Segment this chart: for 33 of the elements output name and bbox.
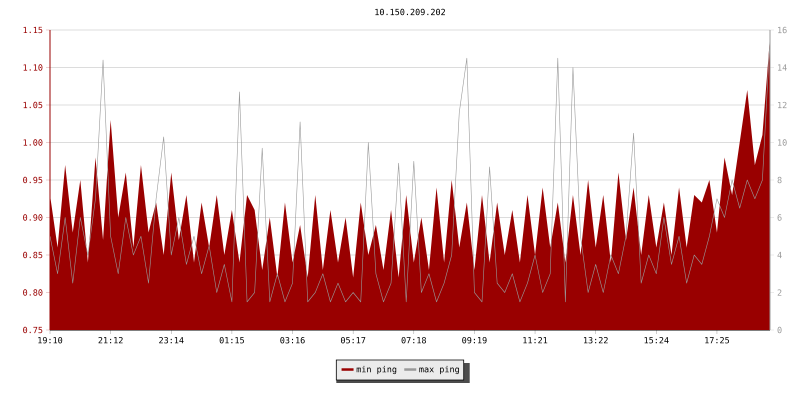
y-tick-label: 1.15	[24, 26, 42, 34]
x-tick-label: 13:22	[584, 337, 608, 344]
x-tick-label: 17:25	[705, 337, 730, 344]
y-tick-label: 1.05	[24, 102, 42, 108]
x-tick-label: 05:17	[340, 337, 366, 344]
x-tick-label: 19:10	[38, 337, 62, 344]
legend-label: max ping	[419, 366, 459, 374]
y2-tick-label: 2	[778, 289, 782, 296]
x-tick-label: 09:19	[462, 337, 487, 344]
y2-tick-label: 16	[778, 26, 787, 34]
y2-tick-label: 14	[778, 64, 787, 71]
y2-tick-label: 6	[778, 214, 782, 221]
y-tick-label: 0.95	[23, 176, 42, 184]
chart-title: 10.150.209.202	[375, 8, 445, 16]
x-tick-label: 03:16	[280, 337, 305, 344]
x-tick-label: 01:15	[220, 337, 244, 344]
y-tick-label: 0.75	[23, 326, 42, 334]
y-tick-label: 1.10	[24, 64, 42, 71]
y2-tick-label: 0	[778, 326, 782, 334]
y-tick-label: 0.80	[23, 289, 42, 296]
legend-label: min ping	[356, 366, 396, 374]
y-tick-label: 0.85	[23, 252, 42, 258]
x-tick-label: 15:24	[644, 337, 669, 344]
y-tick-label: 0.90	[23, 214, 42, 221]
x-tick-label: 21:12	[98, 337, 123, 344]
y-tick-label: 1.00	[24, 139, 42, 146]
y2-tick-label: 12	[778, 102, 786, 108]
x-tick-label: 11:21	[523, 337, 548, 344]
y2-tick-label: 10	[778, 139, 787, 146]
x-tick-label: 07:18	[402, 337, 426, 344]
x-tick-label: 23:14	[159, 337, 184, 344]
y2-tick-label: 8	[778, 176, 782, 184]
y2-tick-label: 4	[777, 252, 782, 258]
